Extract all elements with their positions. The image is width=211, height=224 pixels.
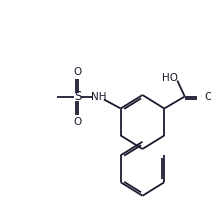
Text: O: O [205, 91, 211, 101]
Text: S: S [74, 90, 82, 103]
Text: NH: NH [91, 91, 106, 101]
Text: O: O [74, 67, 82, 77]
Text: O: O [74, 116, 82, 127]
Text: HO: HO [162, 73, 178, 82]
